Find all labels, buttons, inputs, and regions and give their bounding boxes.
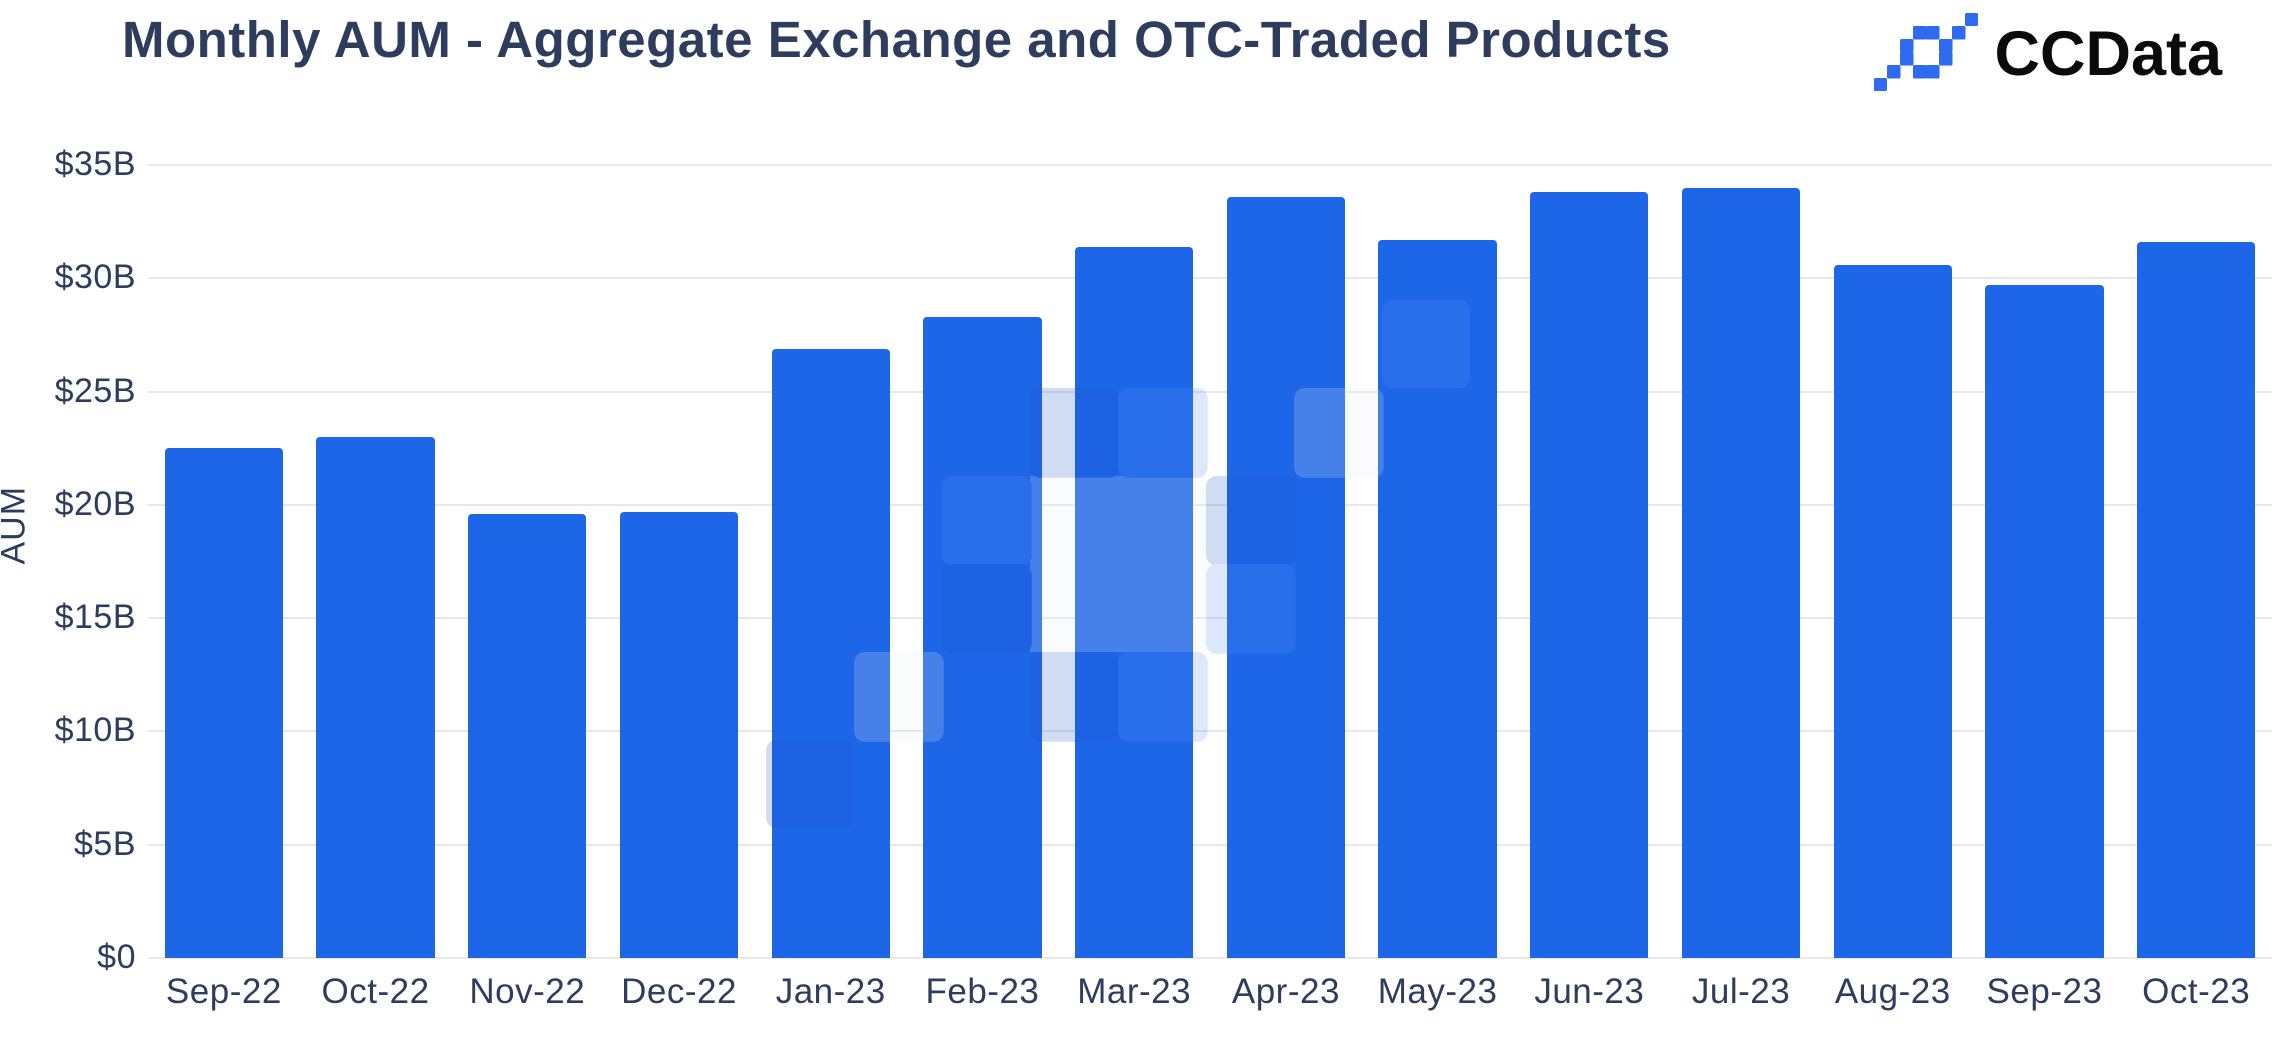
x-tick-label: May-23 (1377, 972, 1498, 1011)
x-tick-label: Apr-23 (1231, 972, 1340, 1011)
x-axis: Sep-22 Oct-22 Nov-22 Dec-22 Jan-23 Feb-23 Mar-… (148, 972, 2272, 1012)
gridline (148, 277, 2272, 280)
bar-slot (148, 165, 300, 958)
bar-slot (1513, 165, 1665, 958)
bar-slot (1058, 165, 1210, 958)
bar-slot (1210, 165, 1362, 958)
x-tick-label: Mar-23 (1077, 972, 1192, 1011)
bar-Mar-23 (1075, 246, 1194, 958)
bar-slot (1362, 165, 1514, 958)
x-tick-label: Oct-23 (2142, 972, 2251, 1011)
gridline (148, 730, 2272, 733)
bar-Jan-23 (771, 348, 890, 958)
bar-Jun-23 (1530, 192, 1649, 958)
y-tick-label: $25B (54, 371, 136, 410)
gridline (148, 390, 2272, 393)
y-tick-label: $5B (74, 824, 136, 863)
x-tick-label: Sep-22 (165, 972, 282, 1011)
x-tick-label: Nov-22 (469, 972, 586, 1011)
bar-slot (1817, 165, 1969, 958)
bar-slot (2120, 165, 2272, 958)
x-tick-label: Feb-23 (925, 972, 1040, 1011)
x-tick-label: Dec-22 (621, 972, 737, 1011)
y-tick-label: $20B (54, 484, 136, 523)
y-tick-label: $10B (54, 711, 136, 750)
x-tick-label: Oct-22 (321, 972, 430, 1011)
ccdata-logo-text: CCData (1994, 19, 2222, 89)
bar-Jul-23 (1681, 187, 1801, 958)
x-tick-label: Sep-23 (1986, 972, 2103, 1011)
bar-May-23 (1378, 239, 1497, 958)
gridline (148, 503, 2272, 506)
bar-slot (1969, 165, 2121, 958)
gridline (148, 617, 2272, 620)
bar-slot (603, 165, 755, 958)
bar-slot (451, 165, 603, 958)
bar-Feb-23 (923, 316, 1042, 958)
bar-Aug-23 (1833, 264, 1952, 958)
bar-chart: $35B $30B $25B $20B $15B $10B $5B $0 (55, 145, 2272, 976)
y-tick-label: $15B (54, 598, 136, 637)
bar-Dec-22 (619, 511, 739, 958)
x-tick-label: Jul-23 (1691, 972, 1791, 1011)
bar-slot (300, 165, 452, 958)
page-title: Monthly AUM - Aggregate Exchange and OTC… (122, 11, 1671, 68)
bar-Sep-23 (1985, 285, 2104, 958)
y-tick-label: $30B (54, 258, 136, 297)
x-tick-label: Jan-23 (775, 972, 886, 1011)
bar-Oct-22 (316, 436, 435, 958)
bar-slot (907, 165, 1059, 958)
bar-Apr-23 (1226, 196, 1346, 958)
bar-Sep-22 (164, 448, 284, 958)
ccdata-logo: CCData (1874, 8, 2222, 100)
x-tick-label: Aug-23 (1834, 972, 1951, 1011)
bar-slot (1665, 165, 1817, 958)
gridline (148, 843, 2272, 846)
y-tick-label: $35B (54, 145, 136, 183)
ccdata-logo-icon (1874, 12, 1979, 96)
y-tick-label: $0 (97, 938, 136, 976)
bar-Oct-23 (2137, 242, 2256, 958)
gridline (148, 957, 2272, 959)
gridline (148, 164, 2272, 166)
x-tick-label: Jun-23 (1534, 972, 1645, 1011)
bar-slot (755, 165, 907, 958)
bar-Nov-22 (468, 513, 587, 958)
bars-row (148, 165, 2272, 958)
